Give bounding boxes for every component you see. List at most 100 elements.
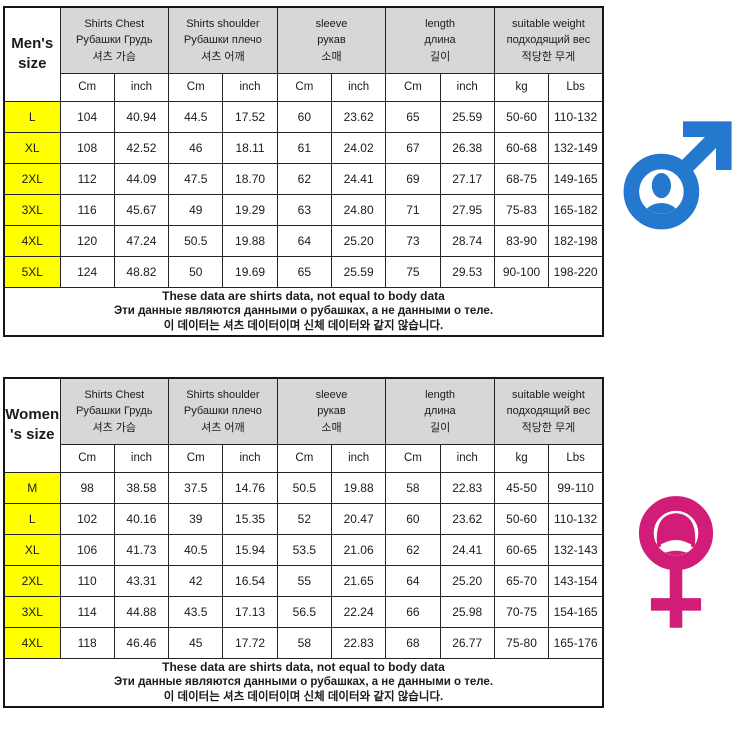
value-cell: 19.69: [222, 255, 278, 288]
value-cell: 14.76: [222, 471, 278, 504]
size-label-cell: L: [3, 502, 61, 535]
mens-size-table: Men's size Shirts Chest Рубашки Грудь 셔츠 …: [3, 6, 604, 337]
size-row: 4XL 120 47.24 50.5 19.88 64 25.20 73 28.74 83-90 1…: [3, 224, 604, 257]
value-cell: 132-143: [548, 533, 604, 566]
size-label-cell: XL: [3, 533, 61, 566]
value-cell: 53.5: [276, 533, 332, 566]
size-row: XL 108 42.52 46 18.11 61 24.02 67 26.38 60-68 132-…: [3, 131, 604, 164]
value-cell: 110: [59, 564, 115, 597]
value-cell: 65-70: [493, 564, 550, 597]
value-cell: 18.11: [222, 131, 278, 164]
value-cell: 165-182: [548, 193, 604, 226]
unit-header: Lbs: [548, 72, 604, 102]
column-group-header: suitable weight подходящий вес 적당한 무게: [493, 6, 604, 74]
table-title: Women 's size: [3, 377, 61, 473]
size-label-cell: 4XL: [3, 224, 61, 257]
value-cell: 17.72: [222, 626, 278, 659]
unit-header: inch: [222, 72, 278, 102]
value-cell: 75-83: [493, 193, 550, 226]
column-group-header: length длина 길이: [385, 377, 495, 445]
size-label-cell: 2XL: [3, 564, 61, 597]
value-cell: 75: [385, 255, 441, 288]
value-cell: 52: [276, 502, 332, 535]
value-cell: 65: [276, 255, 332, 288]
column-group-header: sleeve рукав 소매: [276, 6, 387, 74]
value-cell: 132-149: [548, 131, 604, 164]
value-cell: 25.59: [439, 100, 495, 133]
female-gender-icon: [619, 487, 733, 634]
value-cell: 28.74: [439, 224, 495, 257]
value-cell: 17.13: [222, 595, 278, 628]
value-cell: 60-65: [493, 533, 550, 566]
value-cell: 26.77: [439, 626, 495, 659]
size-label-cell: M: [3, 471, 61, 504]
size-label-cell: XL: [3, 131, 61, 164]
unit-header: inch: [222, 443, 278, 473]
value-cell: 62: [276, 162, 332, 195]
value-cell: 68: [385, 626, 441, 659]
value-cell: 120: [59, 224, 115, 257]
value-cell: 24.80: [330, 193, 387, 226]
value-cell: 45-50: [493, 471, 550, 504]
value-cell: 124: [59, 255, 115, 288]
column-group-header: Shirts shoulder Рубашки плечо 셔츠 어깨: [168, 6, 278, 74]
male-symbol-graphic: [623, 121, 732, 230]
note-line: Эти данные являются данными о рубашках, …: [113, 676, 494, 689]
value-cell: 182-198: [548, 224, 604, 257]
value-cell: 22.83: [439, 471, 495, 504]
value-cell: 50.5: [168, 224, 224, 257]
value-cell: 19.88: [330, 471, 387, 504]
value-cell: 102: [59, 502, 115, 535]
unit-header: Cm: [59, 72, 115, 102]
value-cell: 65: [385, 100, 441, 133]
value-cell: 23.62: [330, 100, 387, 133]
column-group-header: Shirts Chest Рубашки Грудь 셔츠 가슴: [59, 6, 170, 74]
value-cell: 29.53: [439, 255, 495, 288]
value-cell: 20.47: [330, 502, 387, 535]
value-cell: 50: [168, 255, 224, 288]
value-cell: 71: [385, 193, 441, 226]
value-cell: 149-165: [548, 162, 604, 195]
unit-header: Cm: [168, 72, 224, 102]
size-row: M 98 38.58 37.5 14.76 50.5 19.88 58 22.83 45-50 99…: [3, 471, 604, 504]
womens-size-table: Women 's size Shirts Chest Рубашки Грудь …: [3, 377, 604, 708]
value-cell: 24.41: [439, 533, 495, 566]
female-symbol-graphic: [638, 496, 714, 628]
value-cell: 25.20: [330, 224, 387, 257]
value-cell: 45.67: [113, 193, 170, 226]
value-cell: 48.82: [113, 255, 170, 288]
column-group-header: sleeve рукав 소매: [276, 377, 387, 445]
value-cell: 58: [276, 626, 332, 659]
note-line: Эти данные являются данными о рубашках, …: [113, 305, 494, 318]
unit-header: inch: [113, 443, 170, 473]
value-cell: 47.5: [168, 162, 224, 195]
value-cell: 143-154: [548, 564, 604, 597]
value-cell: 21.65: [330, 564, 387, 597]
size-row: 3XL 116 45.67 49 19.29 63 24.80 71 27.95 75-83 165…: [3, 193, 604, 226]
value-cell: 41.73: [113, 533, 170, 566]
value-cell: 116: [59, 193, 115, 226]
value-cell: 44.09: [113, 162, 170, 195]
size-label-cell: 2XL: [3, 162, 61, 195]
value-cell: 73: [385, 224, 441, 257]
value-cell: 61: [276, 131, 332, 164]
value-cell: 38.58: [113, 471, 170, 504]
size-row: 3XL 114 44.88 43.5 17.13 56.5 22.24 66 25.98 70-7…: [3, 595, 604, 628]
size-label-cell: 4XL: [3, 626, 61, 659]
value-cell: 114: [59, 595, 115, 628]
value-cell: 25.98: [439, 595, 495, 628]
value-cell: 15.94: [222, 533, 278, 566]
value-cell: 39: [168, 502, 224, 535]
unit-header: inch: [113, 72, 170, 102]
value-cell: 22.24: [330, 595, 387, 628]
value-cell: 40.16: [113, 502, 170, 535]
column-group-header: Shirts Chest Рубашки Грудь 셔츠 가슴: [59, 377, 170, 445]
value-cell: 46: [168, 131, 224, 164]
unit-header: inch: [330, 443, 387, 473]
value-cell: 55: [276, 564, 332, 597]
unit-header: Cm: [59, 443, 115, 473]
value-cell: 42: [168, 564, 224, 597]
value-cell: 19.88: [222, 224, 278, 257]
value-cell: 63: [276, 193, 332, 226]
